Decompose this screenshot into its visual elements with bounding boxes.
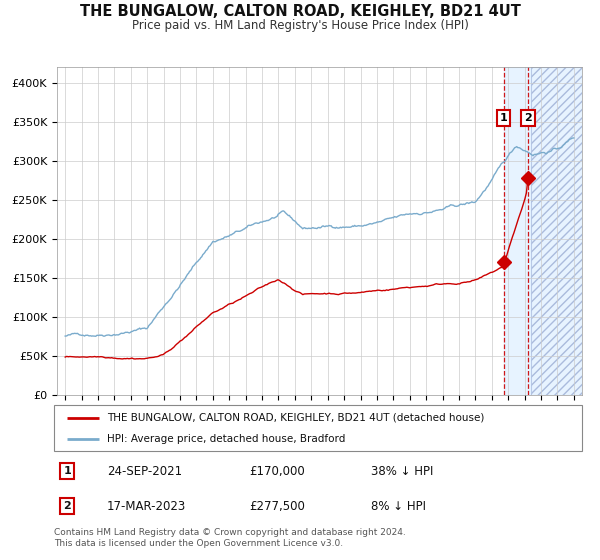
Text: THE BUNGALOW, CALTON ROAD, KEIGHLEY, BD21 4UT: THE BUNGALOW, CALTON ROAD, KEIGHLEY, BD2… [80, 4, 520, 20]
Text: £277,500: £277,500 [250, 500, 305, 512]
Text: 8% ↓ HPI: 8% ↓ HPI [371, 500, 426, 512]
Text: THE BUNGALOW, CALTON ROAD, KEIGHLEY, BD21 4UT (detached house): THE BUNGALOW, CALTON ROAD, KEIGHLEY, BD2… [107, 413, 484, 423]
Text: 17-MAR-2023: 17-MAR-2023 [107, 500, 186, 512]
Bar [504, 67, 531, 395]
FancyBboxPatch shape [54, 405, 582, 451]
Bar [531, 67, 582, 395]
Text: Contains HM Land Registry data © Crown copyright and database right 2024.
This d: Contains HM Land Registry data © Crown c… [54, 528, 406, 548]
Bar [531, 67, 582, 395]
Text: 2: 2 [64, 501, 71, 511]
Text: 1: 1 [64, 466, 71, 476]
Text: 2: 2 [524, 113, 532, 123]
Text: £170,000: £170,000 [250, 465, 305, 478]
Text: HPI: Average price, detached house, Bradford: HPI: Average price, detached house, Brad… [107, 435, 345, 444]
Text: 24-SEP-2021: 24-SEP-2021 [107, 465, 182, 478]
Text: 38% ↓ HPI: 38% ↓ HPI [371, 465, 433, 478]
Text: 1: 1 [500, 113, 508, 123]
Text: Price paid vs. HM Land Registry's House Price Index (HPI): Price paid vs. HM Land Registry's House … [131, 19, 469, 32]
